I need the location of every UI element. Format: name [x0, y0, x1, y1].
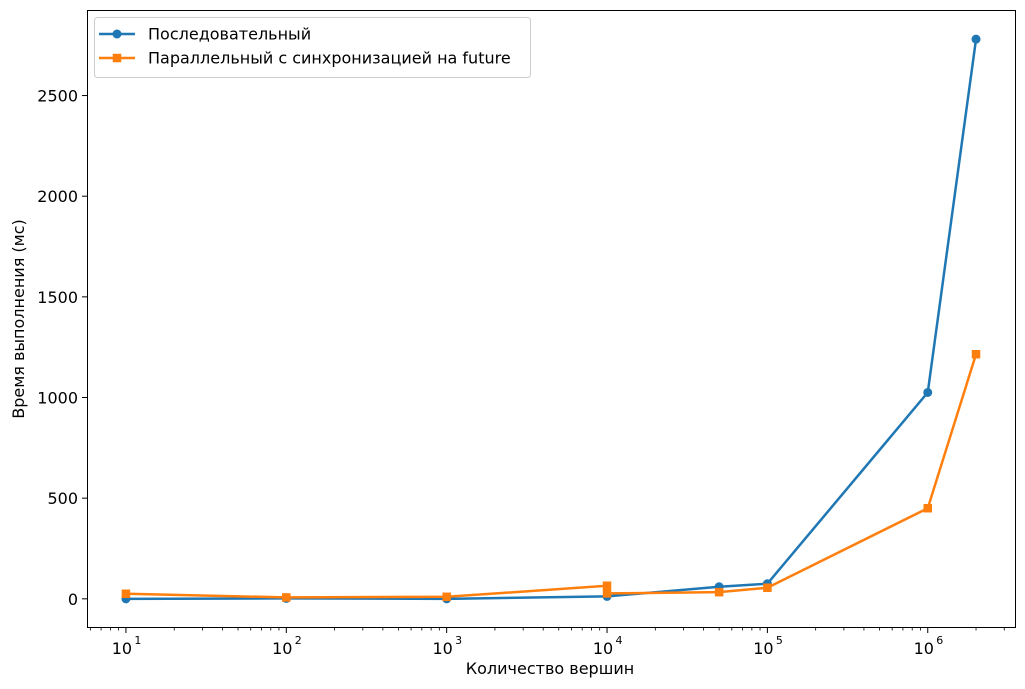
x-tick-exponent: 4 — [616, 634, 623, 647]
y-tick-label: 0 — [68, 590, 78, 609]
x-tick-label: 10 — [753, 639, 773, 658]
legend-marker-1 — [112, 53, 122, 63]
x-tick-exponent: 3 — [455, 634, 462, 647]
y-tick-label: 2500 — [37, 87, 78, 106]
x-axis: 10 1 10 2 10 3 10 4 10 5 10 6 — [89, 627, 1005, 658]
series-0-point — [971, 34, 981, 44]
plot-area — [121, 34, 981, 604]
x-tick-exponent: 6 — [936, 634, 943, 647]
legend-marker-0 — [112, 29, 122, 39]
x-tick-exponent: 1 — [134, 634, 141, 647]
legend-label-1: Параллельный с синхронизацией на future — [148, 49, 511, 68]
y-tick-label: 1000 — [37, 389, 78, 408]
series-1-point — [121, 589, 131, 599]
legend-box — [94, 17, 531, 78]
x-axis-label: Количество вершин — [466, 659, 634, 678]
x-tick-exponent: 2 — [295, 634, 302, 647]
x-tick-label: 10 — [112, 639, 132, 658]
x-tick-label: 10 — [272, 639, 292, 658]
series-1-point — [602, 581, 612, 590]
series-1-point — [971, 349, 981, 359]
series-line-0 — [124, 37, 978, 601]
y-axis-label: Время выполнения (мс) — [9, 219, 28, 419]
y-axis: 0 500 1000 1500 2000 2500 — [37, 87, 88, 609]
series-1-point — [442, 592, 451, 602]
x-tick-label: 10 — [593, 639, 613, 658]
series-1-point — [923, 503, 933, 513]
legend-label-0: Последовательный — [148, 25, 311, 44]
series-1-point — [282, 593, 291, 602]
series-1-point — [763, 583, 772, 592]
series-0-point — [923, 387, 933, 397]
y-tick-label: 1500 — [37, 288, 78, 307]
series-1-point — [714, 587, 724, 597]
y-tick-label: 2000 — [37, 187, 78, 206]
series-line-1 — [124, 352, 978, 599]
x-tick-exponent: 5 — [776, 634, 783, 647]
x-tick-label: 10 — [432, 639, 452, 658]
y-tick-label: 500 — [47, 489, 78, 508]
series-1-point — [602, 589, 612, 598]
x-tick-label: 10 — [914, 639, 934, 658]
legend: Последовательный Параллельный с синхрониз… — [94, 17, 531, 78]
plot-frame — [87, 10, 1016, 628]
